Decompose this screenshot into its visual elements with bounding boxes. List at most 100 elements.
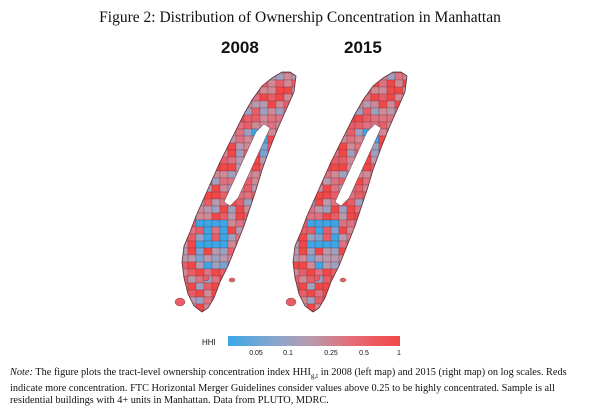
tract-cell	[402, 261, 407, 270]
tract-cell	[386, 310, 396, 312]
tract-cell	[322, 303, 332, 312]
tract-cell	[386, 135, 396, 144]
tract-cell	[182, 86, 189, 95]
tract-cell	[219, 135, 229, 144]
tract-cell	[314, 114, 324, 123]
tract-cell	[219, 296, 229, 305]
tract-cell	[251, 289, 261, 298]
tract-cell	[314, 247, 324, 256]
tract-cell	[259, 212, 269, 221]
tract-cell	[235, 303, 245, 312]
tract-cell	[338, 107, 348, 116]
legend-tick: 0.1	[283, 350, 293, 357]
tract-cell	[298, 275, 308, 284]
tract-cell	[211, 100, 221, 109]
tract-cell	[187, 72, 197, 74]
tract-cell	[370, 86, 380, 95]
tract-cell	[306, 191, 316, 200]
tract-cell	[338, 170, 348, 179]
tract-cell	[211, 226, 221, 235]
tract-cell	[243, 93, 253, 102]
tract-cell	[419, 276, 423, 283]
tract-cell	[227, 289, 237, 298]
tract-cell	[195, 114, 205, 123]
tract-cell	[306, 100, 316, 109]
tract-cell	[267, 100, 277, 109]
tract-cell	[346, 261, 356, 270]
tract-cell	[411, 241, 419, 248]
tract-cell	[298, 240, 308, 249]
tract-cell	[203, 93, 213, 102]
tract-cell	[182, 135, 189, 144]
tract-cell	[378, 233, 388, 242]
note-lead: Note:	[10, 367, 33, 378]
tract-cell	[182, 163, 189, 172]
tract-cell	[243, 289, 253, 298]
tract-cell	[354, 268, 364, 277]
tract-cell	[306, 240, 316, 249]
tract-cell	[203, 240, 213, 249]
tract-cell	[259, 240, 269, 249]
legend-tick: 0.5	[359, 350, 369, 357]
tract-cell	[235, 142, 245, 151]
note-text-1: The figure plots the tract-level ownersh…	[35, 367, 311, 378]
tract-cell	[330, 247, 340, 256]
tract-cell	[172, 136, 180, 143]
tract-cell	[346, 212, 356, 221]
tract-cell	[402, 114, 407, 123]
tract-cell	[259, 177, 269, 186]
tract-cell	[378, 275, 388, 284]
tract-cell	[195, 177, 205, 186]
tract-cell	[267, 254, 277, 263]
tract-cell	[195, 72, 205, 74]
legend-label: HHI	[202, 338, 216, 347]
tract-cell	[314, 86, 324, 95]
tract-cell	[283, 164, 291, 171]
tract-cell	[227, 310, 237, 312]
tract-cell	[203, 289, 213, 298]
legend-tick: 0.05	[249, 350, 263, 357]
tract-cell	[211, 121, 221, 130]
tract-cell	[411, 157, 419, 164]
tract-cell	[322, 268, 332, 277]
tract-cell	[338, 121, 348, 130]
tract-cell	[172, 213, 180, 220]
tract-cell	[219, 93, 229, 102]
figure-title: Figure 2: Distribution of Ownership Conc…	[99, 9, 501, 26]
tract-cell	[306, 184, 316, 193]
tract-cell	[235, 72, 245, 74]
tract-cell	[338, 86, 348, 95]
tract-cell	[346, 296, 356, 305]
borough-outline	[292, 71, 408, 313]
tract-cell	[330, 289, 340, 298]
tract-cell	[338, 114, 348, 123]
tract-cell	[195, 191, 205, 200]
tract-cell	[211, 205, 221, 214]
tract-cell	[322, 261, 332, 270]
tract-cell	[227, 135, 237, 144]
tract-cell	[322, 226, 332, 235]
tract-cell	[378, 205, 388, 214]
tract-cell	[322, 86, 332, 95]
tract-cell	[306, 289, 316, 298]
tract-cell	[419, 136, 423, 143]
tract-cell	[203, 114, 213, 123]
tract-cell	[251, 261, 261, 270]
tract-cell	[172, 241, 180, 248]
tract-cell	[330, 114, 340, 123]
tract-cell	[322, 114, 332, 123]
tract-cell	[354, 254, 364, 263]
tract-cell	[394, 149, 404, 158]
tract-cell	[203, 170, 213, 179]
tract-cell	[314, 100, 324, 109]
tract-cell	[411, 297, 419, 304]
tract-cell	[411, 234, 419, 241]
tract-cell	[259, 156, 269, 165]
tract-cell	[346, 93, 356, 102]
census-tracts	[283, 72, 423, 312]
tract-cell	[402, 254, 407, 263]
island-tract	[339, 277, 347, 283]
tract-cell	[219, 184, 229, 193]
tract-cell	[211, 72, 221, 81]
tract-cell	[182, 226, 189, 235]
